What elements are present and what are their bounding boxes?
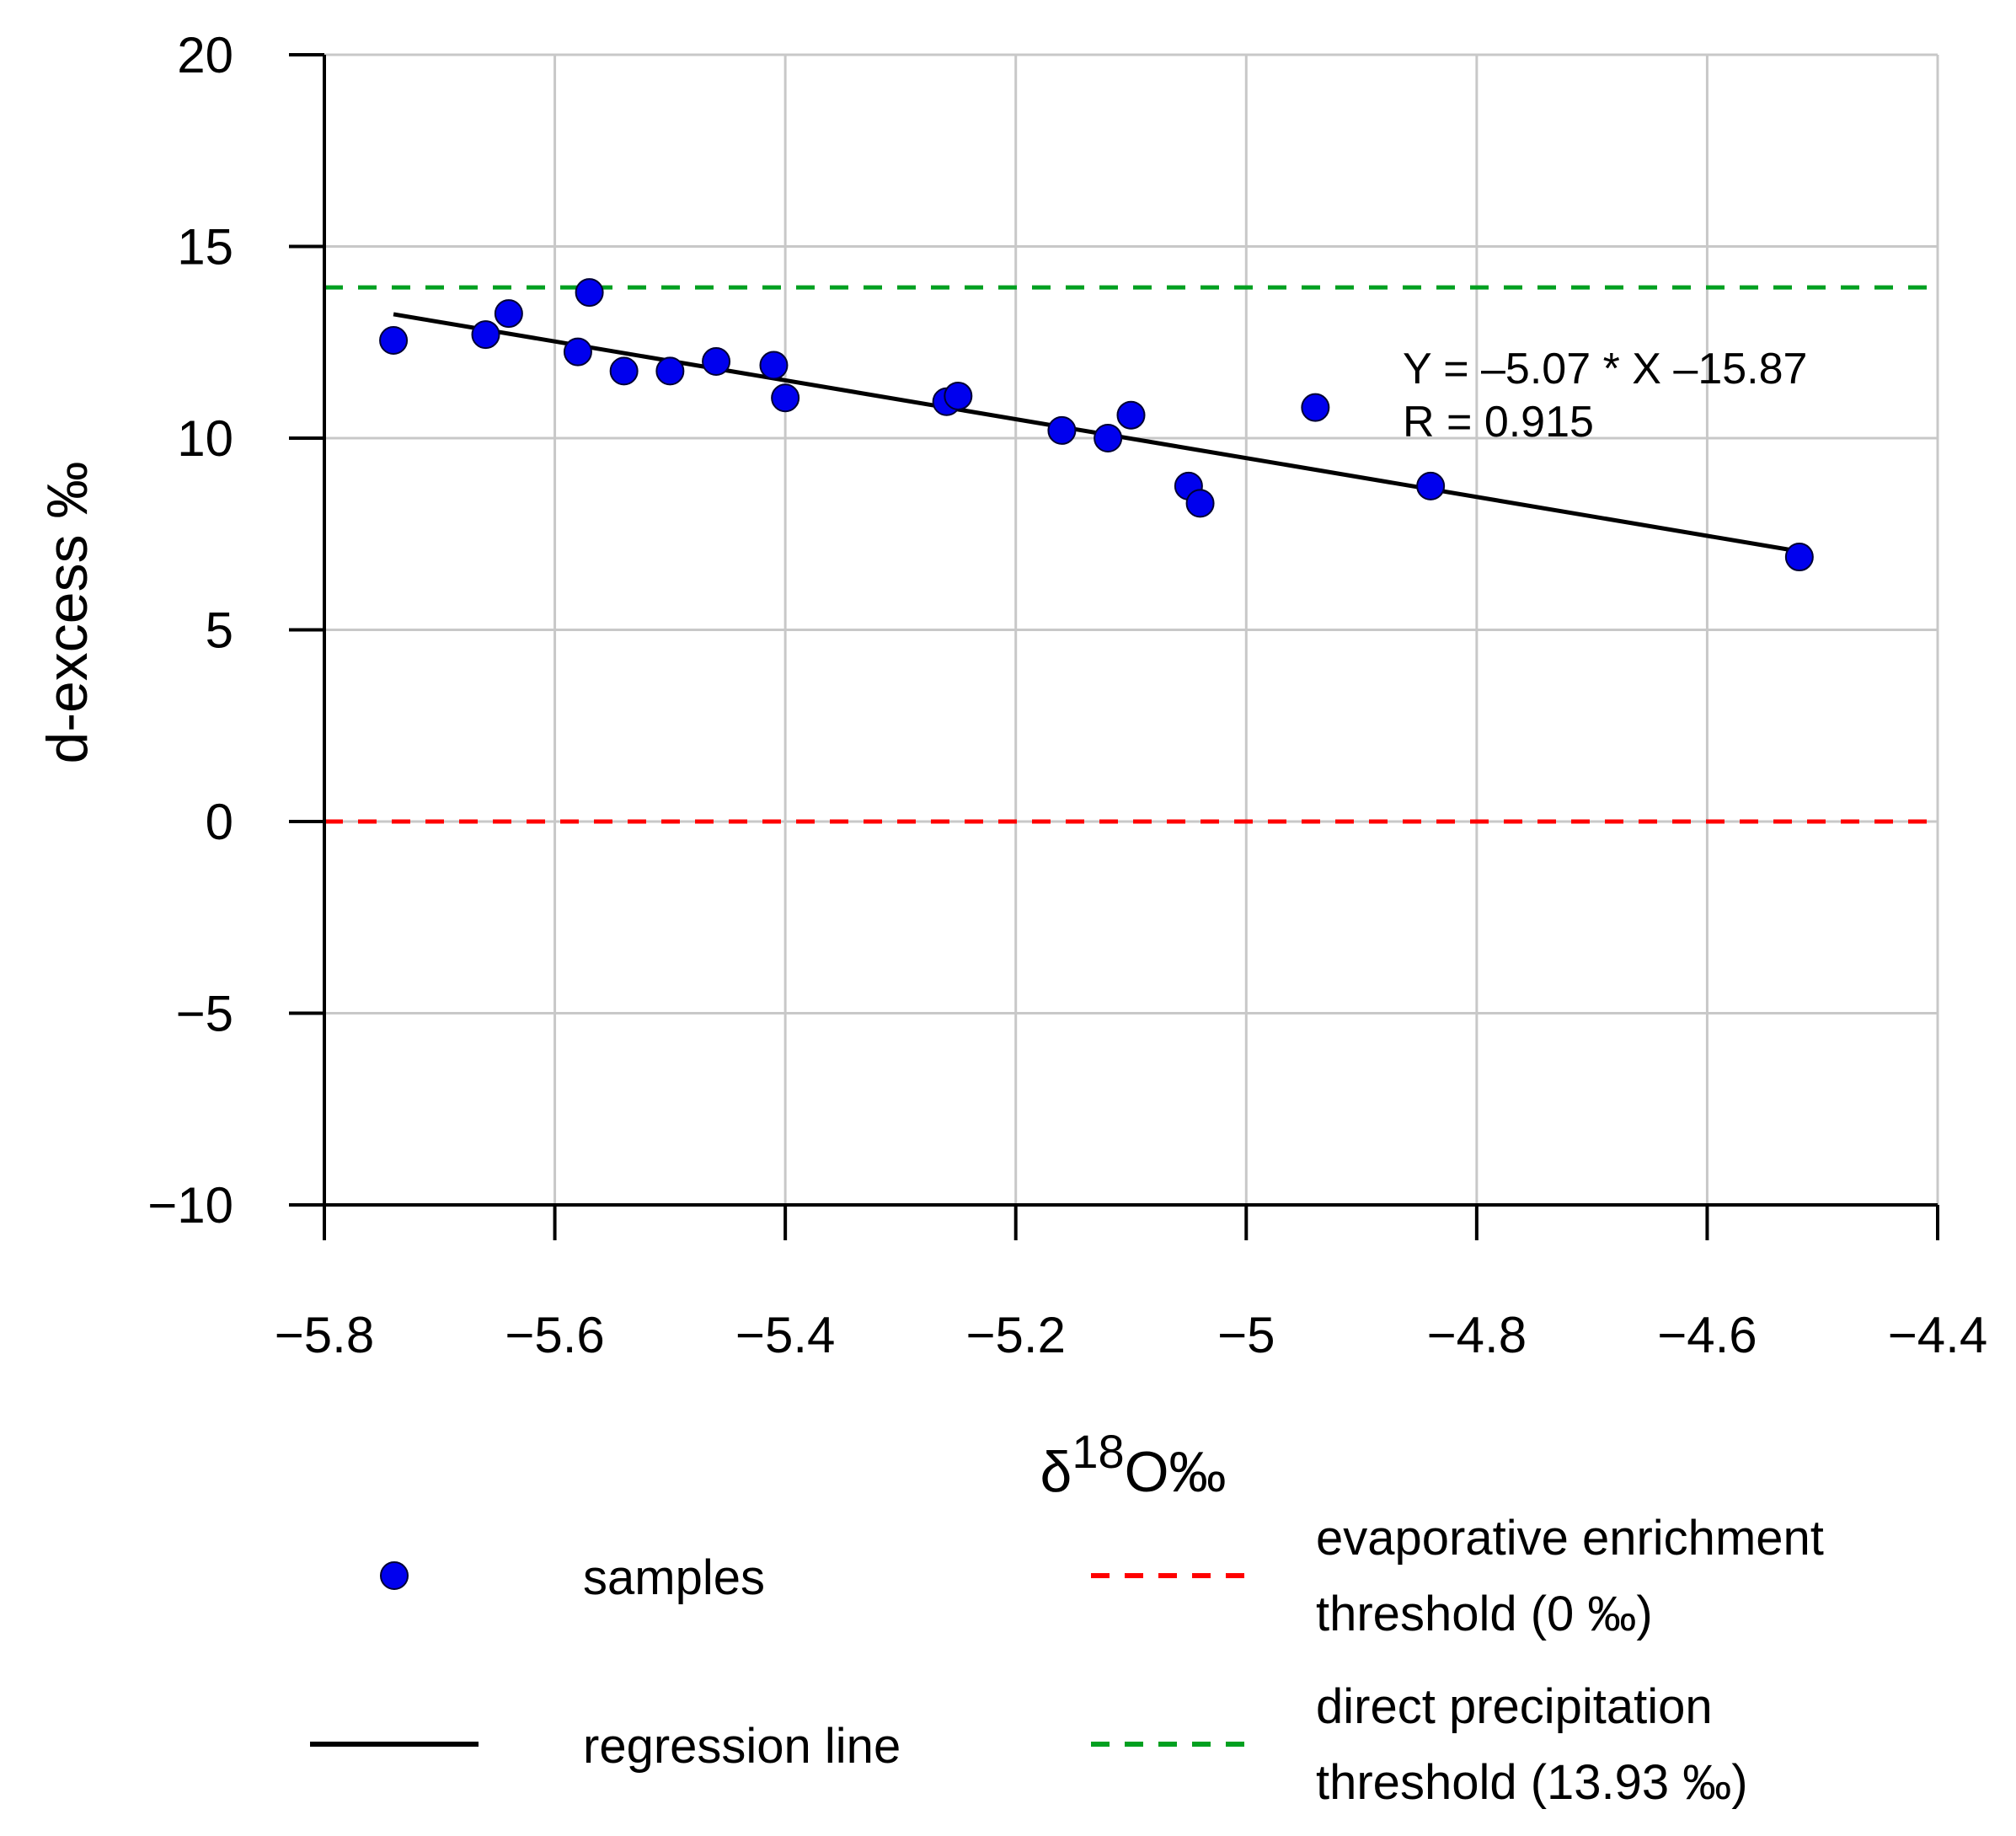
legend-precipitation-label-line2: threshold (13.93 ‰): [1316, 1755, 1748, 1810]
x-tick-label-3: −5.2: [965, 1307, 1065, 1363]
sample-point-4: [575, 278, 604, 308]
legend-samples-marker: [380, 1561, 409, 1590]
y-tick-label-3: 5: [206, 602, 233, 659]
sample-point-0: [379, 325, 409, 355]
sample-point-5: [609, 356, 639, 386]
y-tick-label-4: 10: [177, 410, 233, 467]
legend-samples-label: samples: [583, 1550, 765, 1605]
sample-point-14: [1116, 400, 1146, 430]
sample-point-19: [1784, 543, 1814, 572]
sample-point-13: [1094, 424, 1123, 452]
y-tick-label-2: 0: [206, 794, 233, 850]
sample-point-16: [1185, 489, 1215, 518]
x-tick-label-7: −4.4: [1888, 1307, 1987, 1363]
sample-point-11: [944, 381, 973, 410]
sample-point-8: [759, 351, 789, 380]
sample-point-2: [494, 299, 523, 329]
x-tick-label-0: −5.8: [275, 1307, 374, 1363]
sample-point-9: [771, 383, 800, 413]
sample-point-7: [702, 347, 731, 376]
x-axis-title: δ18O‰: [1040, 1425, 1226, 1504]
y-axis-ticks: −10 −5 0 5 10 15 20: [147, 27, 324, 1234]
y-tick-label-6: 20: [177, 27, 233, 83]
x-tick-label-1: −5.6: [505, 1307, 604, 1363]
x-tick-label-5: −4.8: [1427, 1307, 1527, 1363]
legend: samples regression line evaporative enri…: [310, 1511, 1824, 1810]
y-tick-label-5: 15: [177, 219, 233, 276]
x-axis-ticks: −5.8 −5.6 −5.4 −5.2 −5 −4.8 −4.6 −4.4: [275, 1205, 1987, 1363]
sample-point-18: [1416, 471, 1446, 500]
y-tick-label-1: −5: [176, 986, 233, 1042]
grid: [323, 53, 1939, 1207]
y-axis-title: d-excess ‰: [35, 462, 99, 764]
legend-evaporative-label-line1: evaporative enrichment: [1316, 1511, 1824, 1566]
sample-point-6: [655, 356, 685, 386]
sample-point-1: [471, 320, 500, 350]
x-tick-label-4: −5: [1217, 1307, 1275, 1363]
regression-r-value: R = 0.915: [1403, 398, 1594, 447]
sample-points: [379, 278, 1814, 572]
sample-point-17: [1301, 393, 1330, 422]
sample-point-3: [563, 337, 592, 367]
x-axis-title-prefix: δ: [1040, 1440, 1072, 1504]
x-tick-label-2: −5.4: [735, 1307, 835, 1363]
regression-equation: Y = –5.07 * X –15.87: [1403, 345, 1807, 393]
x-axis-title-superscript: 18: [1072, 1425, 1124, 1478]
x-axis-title-suffix: O‰: [1125, 1440, 1227, 1504]
sample-point-12: [1047, 415, 1077, 445]
legend-precipitation-label-line1: direct precipitation: [1316, 1679, 1713, 1734]
x-tick-label-6: −4.6: [1657, 1307, 1757, 1363]
legend-regression-label: regression line: [583, 1719, 901, 1774]
legend-evaporative-label-line2: threshold (0 ‰): [1316, 1587, 1653, 1641]
y-tick-label-0: −10: [147, 1177, 233, 1234]
